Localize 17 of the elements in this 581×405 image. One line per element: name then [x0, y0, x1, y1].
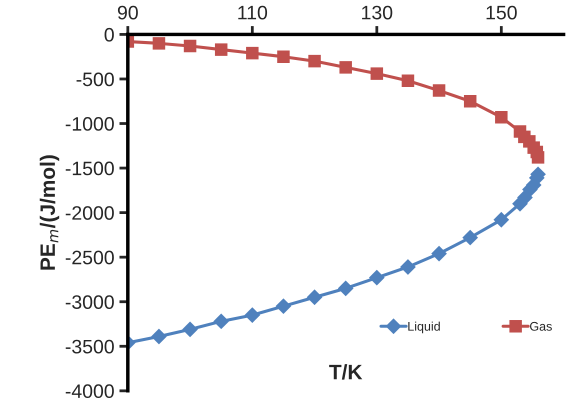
y-tick-label: -500	[76, 72, 114, 86]
y-tick-label: -1500	[66, 162, 114, 176]
y-tick-label: -3500	[66, 340, 114, 354]
x-tick-label: 110	[238, 6, 268, 20]
x-tick-label: 150	[486, 6, 517, 20]
y-tick-label: 0	[104, 28, 114, 42]
y-tick-label: -2500	[66, 250, 114, 264]
x-axis-title: T/K	[329, 364, 362, 380]
x-tick-label: 130	[362, 6, 392, 20]
y-tick-label: -3000	[66, 295, 114, 309]
legend-label: Liquid	[408, 322, 440, 334]
y-tick-label: -1000	[66, 116, 114, 131]
x-tick-label: 90	[118, 6, 138, 20]
y-tick-label: -2000	[66, 206, 114, 220]
y-tick-label: -4000	[66, 384, 114, 398]
y-axis-title: PE$_{m}$/(J/mol)	[40, 155, 60, 270]
legend-label: Gas	[530, 322, 552, 331]
